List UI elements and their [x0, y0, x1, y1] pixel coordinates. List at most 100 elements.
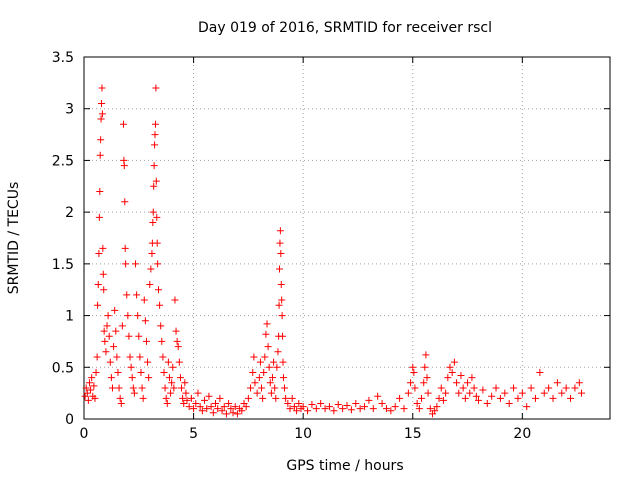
y-tick-label: 0 [65, 412, 74, 428]
data-point [325, 403, 333, 411]
data-point [461, 394, 469, 402]
data-point [468, 374, 476, 382]
data-point [178, 384, 186, 392]
data-point [93, 353, 101, 361]
data-point [149, 218, 157, 226]
data-point [518, 389, 526, 397]
data-point [99, 270, 107, 278]
data-point [83, 389, 91, 397]
data-point [457, 372, 465, 380]
data-point [488, 392, 496, 400]
data-point [151, 131, 159, 139]
data-point [308, 401, 316, 409]
data-point [374, 392, 382, 400]
data-point [148, 250, 156, 258]
data-point [207, 403, 215, 411]
data-point [571, 384, 579, 392]
data-point [90, 382, 98, 390]
data-point [91, 394, 99, 402]
data-point [175, 358, 183, 366]
data-point [343, 402, 351, 410]
data-point [122, 260, 130, 268]
data-point [413, 399, 421, 407]
data-point [382, 405, 390, 413]
data-point [105, 332, 113, 340]
data-point [356, 405, 364, 413]
data-point [123, 291, 131, 299]
data-point [114, 368, 122, 376]
data-point [150, 162, 158, 170]
data-point [137, 368, 145, 376]
data-point [242, 403, 250, 411]
data-point [198, 407, 206, 415]
data-point [192, 399, 200, 407]
data-point [439, 396, 447, 404]
data-point [531, 394, 539, 402]
data-point [218, 407, 226, 415]
data-point [112, 327, 120, 335]
data-point [128, 374, 136, 382]
data-point [378, 399, 386, 407]
data-point [483, 399, 491, 407]
data-point [156, 301, 164, 309]
data-point [102, 348, 110, 356]
x-axis-title: GPS time / hours [286, 458, 403, 474]
data-point [203, 405, 211, 413]
data-point [424, 389, 432, 397]
data-point [149, 208, 157, 216]
data-point [174, 343, 182, 351]
axis-ticks: 0 5 10 15 20 0 0.5 1 1.5 2 2.5 3 3.5 [52, 50, 610, 442]
data-points [81, 84, 586, 418]
data-point [119, 120, 127, 128]
data-point [176, 374, 184, 382]
data-point [271, 384, 279, 392]
data-point [129, 384, 137, 392]
data-point [132, 260, 140, 268]
data-point [411, 384, 419, 392]
data-point [212, 399, 219, 407]
data-point [527, 384, 535, 392]
data-point [153, 239, 161, 247]
data-point [387, 407, 395, 415]
data-point [103, 322, 111, 330]
data-point [117, 399, 125, 407]
data-point [94, 301, 102, 309]
data-point [281, 384, 289, 392]
data-point [273, 363, 281, 371]
data-point [100, 286, 108, 294]
data-point [125, 332, 133, 340]
data-point [115, 384, 123, 392]
data-point [151, 141, 159, 149]
data-point [251, 379, 259, 387]
data-point [113, 353, 121, 361]
data-point [138, 384, 146, 392]
data-point [144, 358, 152, 366]
data-point [165, 374, 173, 382]
data-point [169, 363, 177, 371]
data-point [87, 386, 95, 394]
data-point [142, 337, 150, 345]
data-point [214, 405, 222, 413]
data-point [162, 394, 170, 402]
data-point [365, 396, 373, 404]
data-point [426, 405, 434, 413]
data-point [180, 399, 188, 407]
y-tick-label: 3.5 [52, 50, 74, 66]
data-point [181, 379, 189, 387]
data-point [459, 384, 467, 392]
data-point [404, 389, 412, 397]
data-point [279, 374, 287, 382]
y-tick-label: 1 [65, 309, 74, 325]
data-point [286, 405, 294, 413]
data-point [290, 403, 298, 411]
data-point [558, 389, 566, 397]
data-point [98, 84, 106, 92]
y-tick-label: 2 [65, 205, 74, 221]
data-point [472, 392, 480, 400]
data-point [120, 162, 128, 170]
data-point [415, 405, 423, 413]
data-point [466, 389, 474, 397]
data-point [505, 399, 513, 407]
data-point [190, 405, 198, 413]
